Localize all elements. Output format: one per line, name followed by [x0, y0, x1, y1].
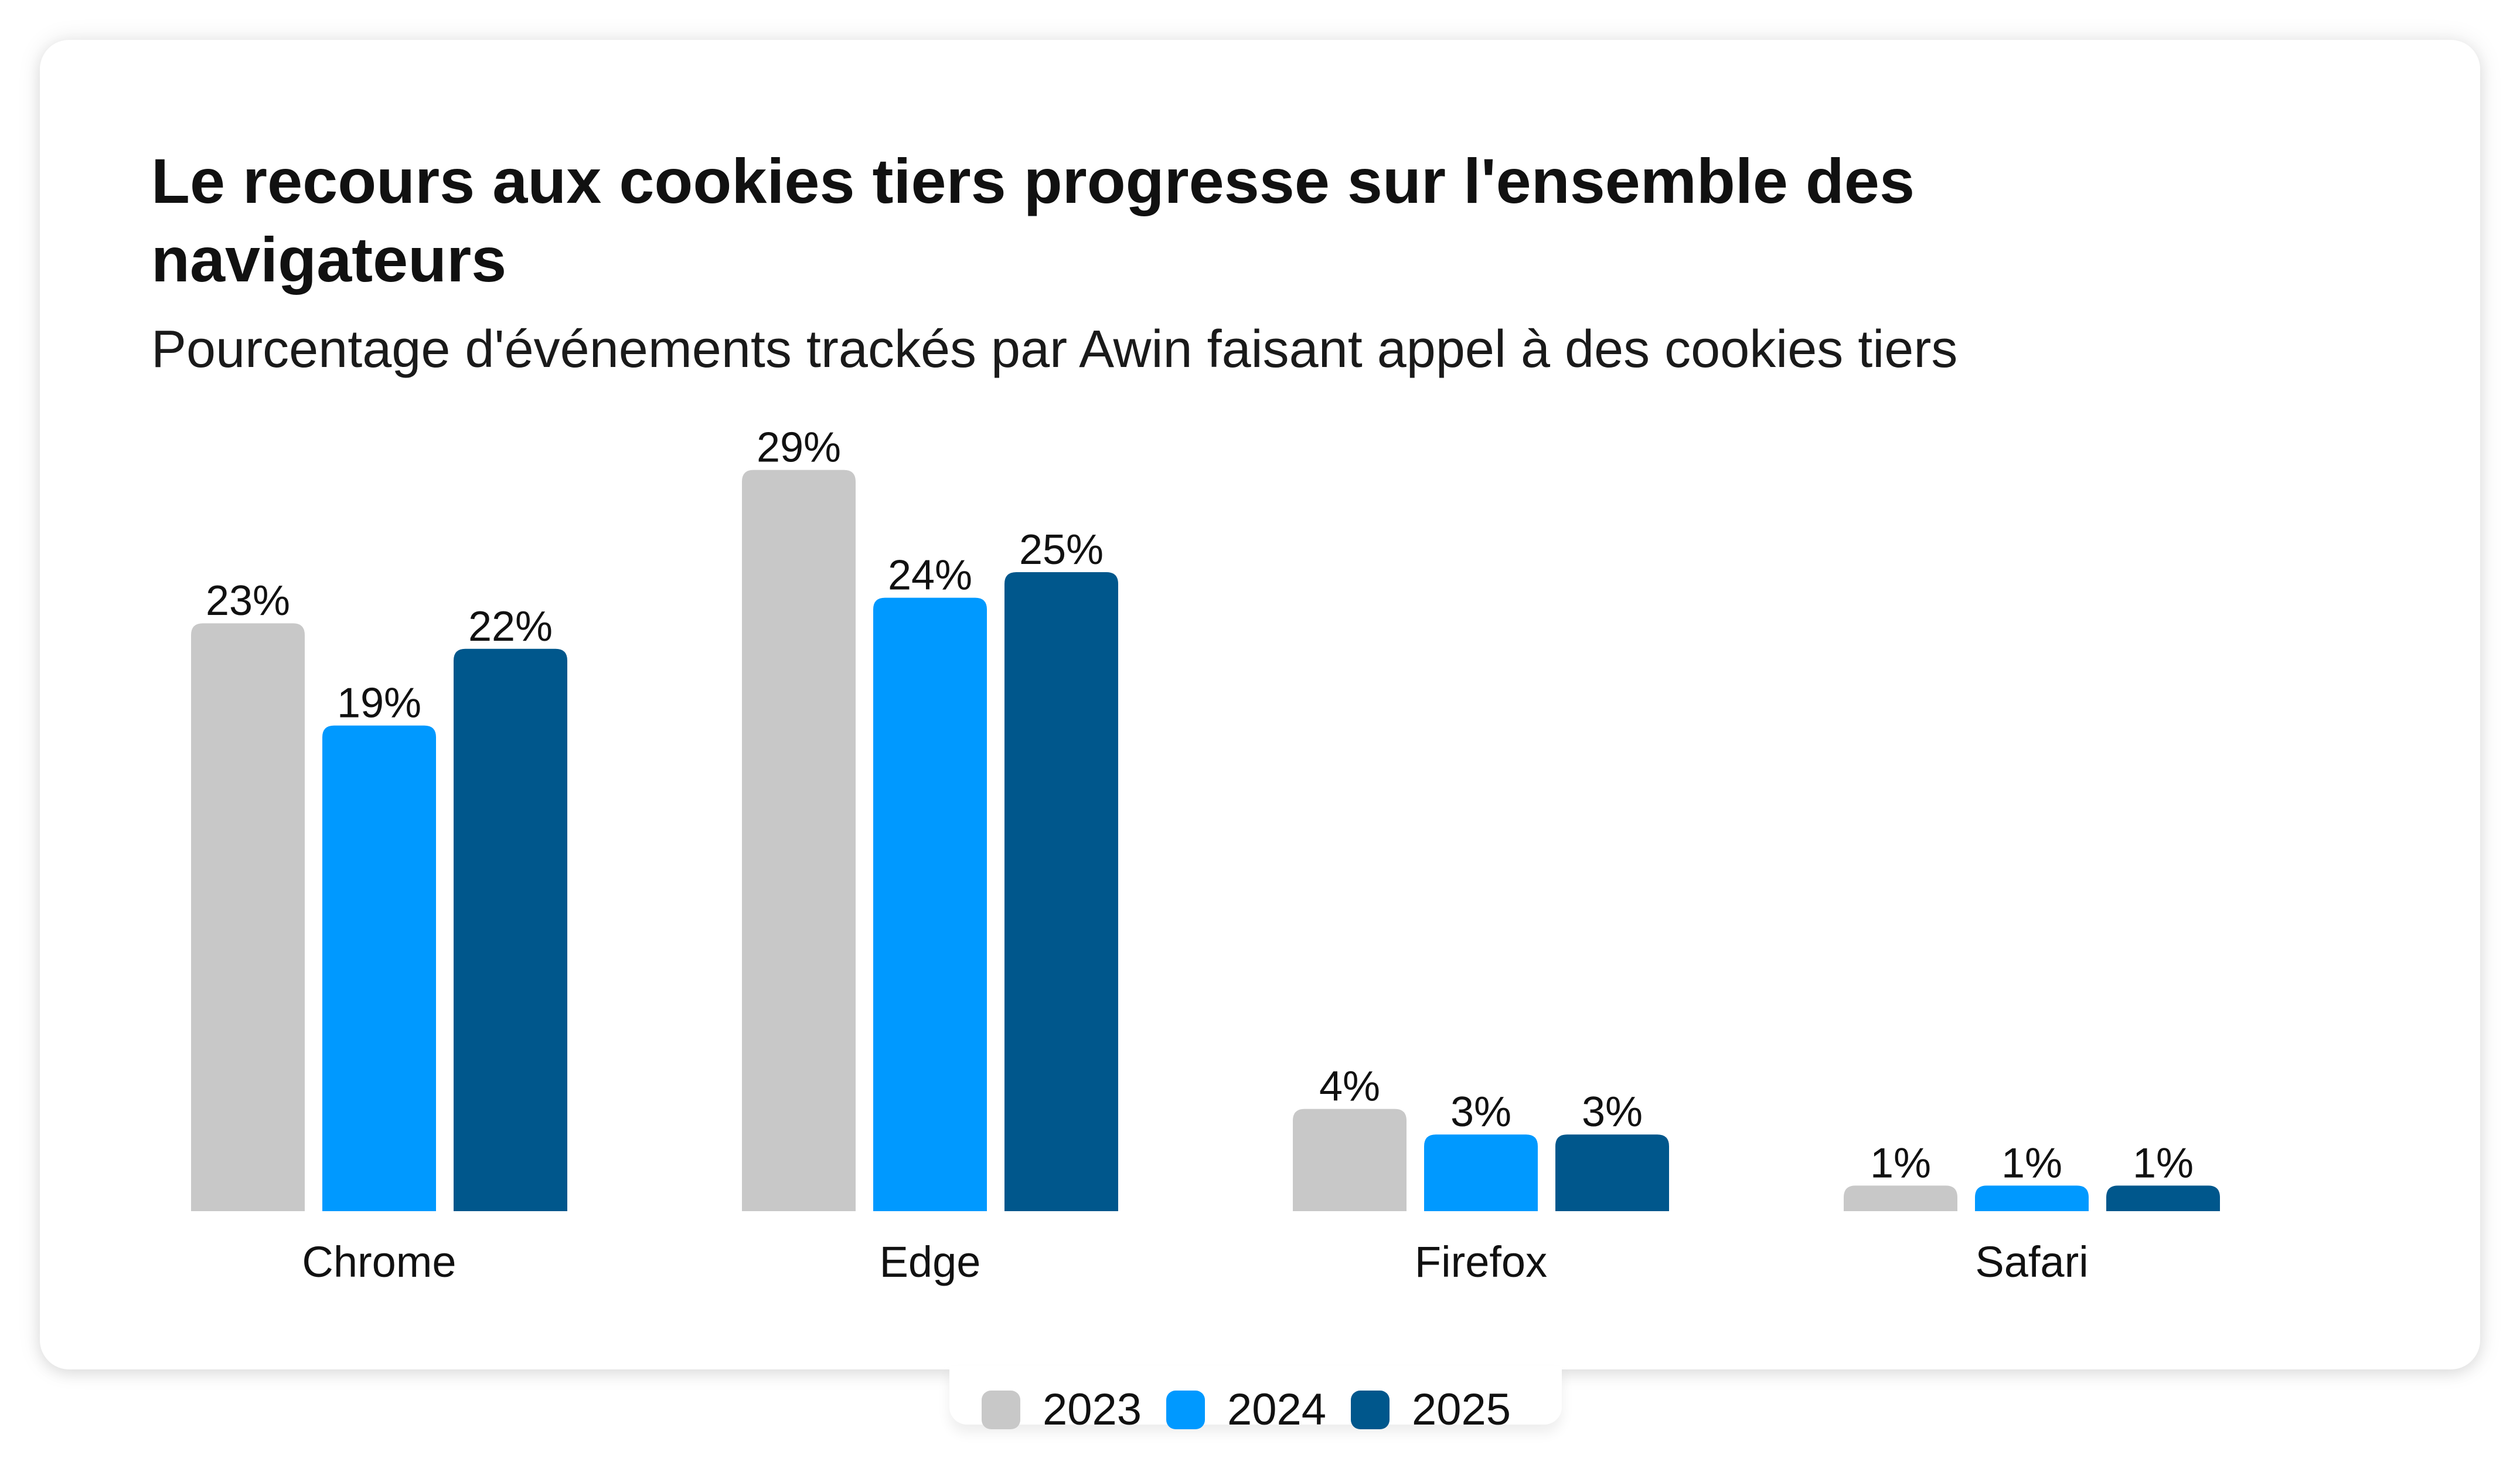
data-label-safari-2025: 1%	[2133, 1140, 2194, 1187]
data-label-firefox-2025: 3%	[1582, 1089, 1643, 1136]
data-label-chrome-2024: 19%	[337, 680, 421, 727]
legend-item-2024: 2024	[1166, 1384, 1326, 1436]
legend-label-2024: 2024	[1227, 1385, 1327, 1435]
bar-edge-2025	[1004, 572, 1118, 1211]
data-label-edge-2023: 29%	[757, 424, 841, 471]
category-label-safari: Safari	[1975, 1238, 2088, 1286]
bar-chrome-2025	[454, 648, 567, 1211]
bar-safari-2025	[2106, 1185, 2220, 1211]
bar-edge-2024	[873, 597, 987, 1211]
data-label-edge-2025: 25%	[1019, 526, 1104, 573]
data-label-firefox-2024: 3%	[1450, 1089, 1511, 1136]
bar-safari-2024	[1975, 1185, 2089, 1211]
data-label-firefox-2023: 4%	[1319, 1063, 1380, 1110]
legend-tab	[949, 1366, 1562, 1425]
legend-swatch-2023	[982, 1391, 1020, 1429]
legend-swatch-2025	[1351, 1391, 1390, 1429]
bar-chrome-2023	[191, 623, 305, 1211]
legend-item-2025: 2025	[1351, 1384, 1511, 1436]
data-label-safari-2024: 1%	[2001, 1140, 2062, 1187]
category-label-firefox: Firefox	[1415, 1238, 1547, 1286]
bar-firefox-2024	[1424, 1134, 1538, 1211]
chart-subtitle: Pourcentage d'événements trackés par Awi…	[151, 320, 1958, 379]
category-label-edge: Edge	[880, 1238, 981, 1286]
data-label-edge-2024: 24%	[888, 552, 972, 599]
chart-title: Le recours aux cookies tiers progresse s…	[151, 145, 1915, 295]
category-label-chrome: Chrome	[302, 1238, 456, 1286]
bar-firefox-2025	[1555, 1134, 1669, 1211]
bar-firefox-2023	[1293, 1109, 1407, 1211]
bar-safari-2023	[1844, 1185, 1957, 1211]
data-label-chrome-2023: 23%	[206, 577, 290, 624]
legend-swatch-2024	[1166, 1391, 1205, 1429]
bar-edge-2023	[742, 470, 856, 1211]
bar-chrome-2024	[322, 725, 436, 1211]
legend-item-2023: 2023	[982, 1384, 1142, 1436]
chart-card	[40, 40, 2480, 1369]
legend-label-2023: 2023	[1043, 1385, 1142, 1435]
legend-label-2025: 2025	[1412, 1385, 1511, 1435]
data-label-chrome-2025: 22%	[468, 603, 553, 650]
data-label-safari-2023: 1%	[1870, 1140, 1931, 1187]
